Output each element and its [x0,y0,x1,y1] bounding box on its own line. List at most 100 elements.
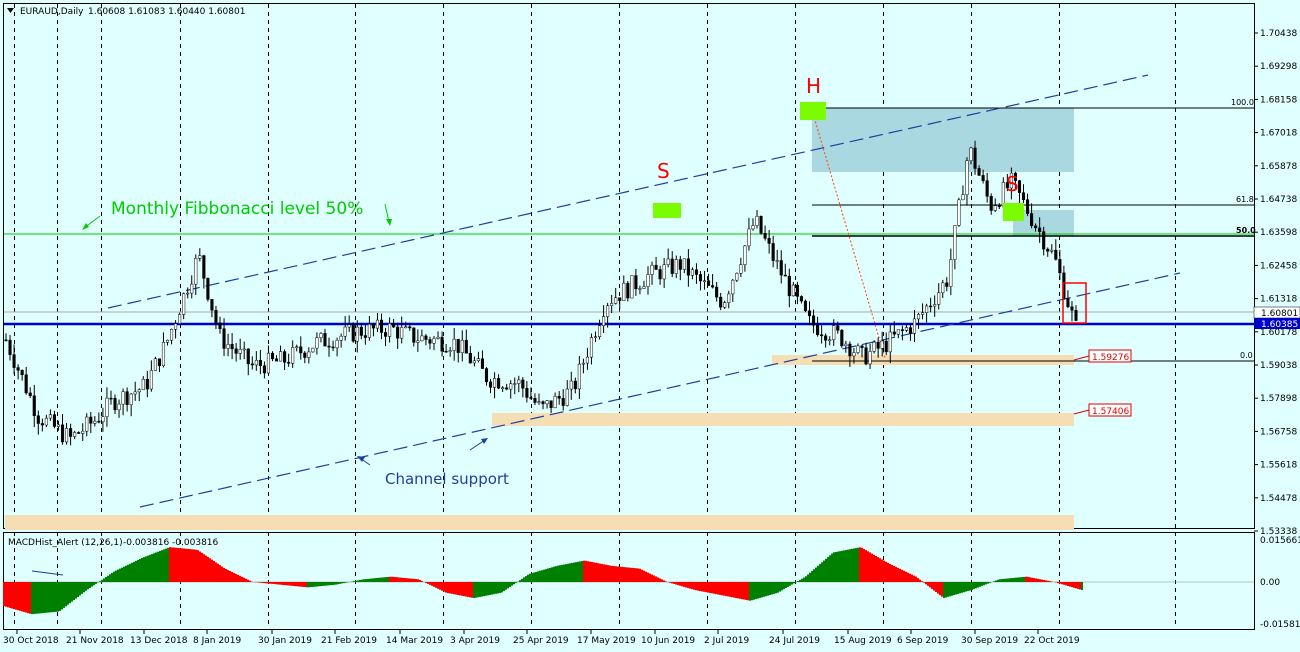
candle-body [634,275,638,290]
candle-body [779,260,783,276]
candle-body [751,225,755,230]
candle-body [589,337,594,358]
date-tick-label: 30 Oct 2018 [3,636,59,646]
date-tick-label: 8 Jan 2019 [193,636,241,646]
candle-body [375,319,380,329]
macd-panel-frame[interactable] [3,532,1255,630]
candle-body [977,168,981,176]
price-tick-label: 1.63598 [1260,228,1297,238]
candle-body [424,335,428,340]
candle-body [852,352,856,357]
candle-body [912,318,917,334]
candle-body [884,340,888,353]
candle-body [400,327,404,339]
candle-body [283,351,287,363]
date-tick-label: 22 Oct 2019 [1024,636,1080,646]
candle-body [820,334,824,337]
current-price-badge: 1.60801 [1261,309,1298,319]
candle-body [392,323,396,328]
candle-body [694,269,699,275]
candle-body [811,315,816,326]
candle-body [880,340,884,349]
date-tick-label: 21 Nov 2018 [66,636,124,646]
level-label-box-2 [1088,403,1132,417]
candle-body [832,325,836,341]
candle-body [545,400,549,405]
price-tick-label: 1.69298 [1260,62,1297,72]
candle-body [715,286,719,298]
price-tick-label: 1.65878 [1260,162,1297,172]
candle-body [468,352,472,364]
candle-body [824,335,828,341]
candle-body [573,380,577,390]
candle-body [202,255,206,279]
macd-note-line [31,570,64,576]
candle-body [198,255,202,259]
candle-body [254,359,258,366]
candle-body [557,395,561,399]
candle-body [125,391,129,405]
candle-body [169,329,174,341]
demand-zone-1 [772,355,1074,365]
candle-body [513,383,517,385]
candle-body [238,349,242,354]
price-tick-label: 1.67018 [1260,129,1297,139]
candle-body [145,378,149,390]
candle-body [60,424,65,443]
candle-body [646,274,650,287]
date-tick-label: 10 Jun 2019 [641,636,695,646]
candle-body [1001,182,1005,207]
candle-body [444,350,448,353]
candle-body [258,359,262,366]
candle-body [993,205,997,211]
channel-upper-line[interactable] [107,74,1149,309]
candle-body [840,330,844,347]
symbol-title: EURAUD,Daily [20,7,84,17]
candle-body [795,284,799,297]
candle-body [743,245,747,265]
candle-body [807,310,812,317]
candle-body [214,309,218,324]
candle-body [85,416,89,432]
candle-body [933,304,937,307]
candle-body [892,331,896,335]
candle-body [262,365,266,374]
candle-body [985,180,989,197]
candle-body [541,401,545,405]
candle-body [266,352,271,374]
candle-body [347,324,351,328]
date-tick-label: 3 Apr 2019 [450,636,500,646]
candle-body [315,337,319,349]
candle-body [654,264,658,270]
candle-body [97,420,101,423]
fib-annotation: Monthly Fibbonacci level 50% [111,199,363,219]
candle-body [174,323,178,330]
candle-body [359,326,363,336]
candle-body [303,352,307,358]
date-axis: 30 Oct 2018 21 Nov 2018 13 Dec 2018 8 Jan 2… [3,629,1080,646]
candle-body [658,269,662,280]
fib-label-618: 61.8 [1236,195,1254,204]
candle-body [12,354,16,368]
candle-body [662,264,666,280]
fib-label-100: 100.0 [1231,98,1254,107]
candle-body [287,362,291,364]
candle-body [925,305,929,313]
candle-body [93,420,97,424]
candle-body [860,345,864,348]
candle-body [339,335,343,341]
candle-body [327,345,331,348]
candle-body [16,367,20,371]
channel-lower-line[interactable] [139,272,1181,508]
head-label: H [806,74,821,98]
candle-body [299,346,303,354]
candle-body [759,216,763,234]
candle-body [900,329,904,331]
current-price-box[interactable] [1062,282,1087,324]
candle-body [739,264,743,274]
candle-body [206,278,210,300]
candle-body [222,328,226,349]
arrow-icons [31,203,488,576]
dropdown-triangle-icon[interactable] [7,8,14,13]
